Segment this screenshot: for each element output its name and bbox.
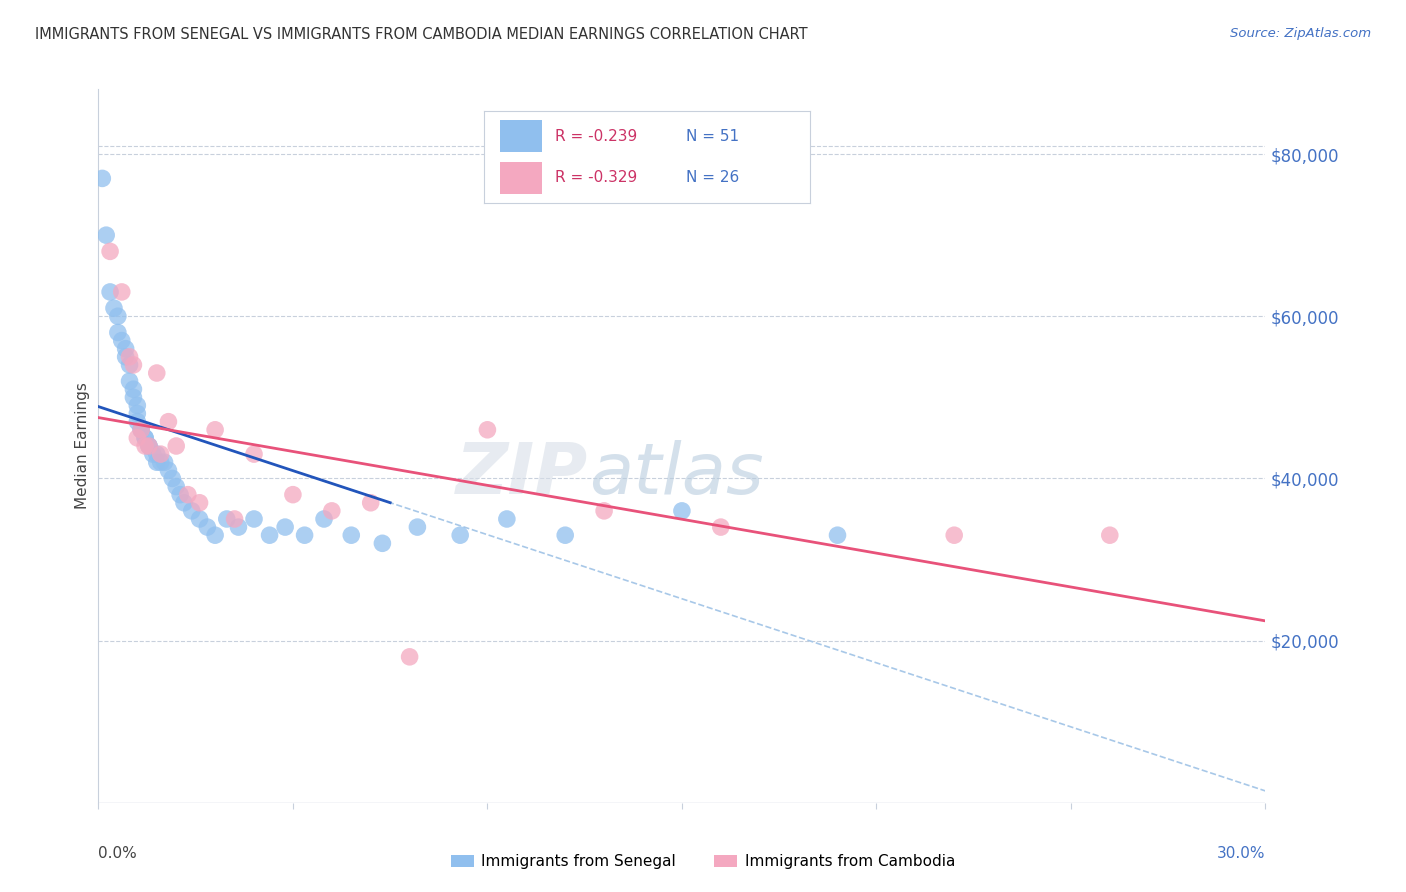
Point [243, 512, 266, 526]
Point [149, 447, 172, 461]
Point [398, 649, 420, 664]
Point [321, 504, 343, 518]
Point [114, 350, 136, 364]
Point [138, 439, 160, 453]
Point [107, 326, 129, 340]
Point [138, 439, 160, 453]
Point [98, 244, 121, 259]
Point [195, 520, 218, 534]
Bar [501, 120, 543, 153]
Point [122, 390, 145, 404]
Point [177, 488, 200, 502]
Point [127, 431, 149, 445]
Point [259, 528, 281, 542]
Point [118, 350, 141, 364]
Point [495, 512, 517, 526]
Point [129, 423, 152, 437]
Legend: Immigrants from Senegal, Immigrants from Cambodia: Immigrants from Senegal, Immigrants from… [444, 848, 962, 875]
Point [204, 528, 226, 542]
Point [593, 504, 616, 518]
Point [111, 285, 134, 299]
Point [114, 342, 136, 356]
Point [180, 504, 202, 518]
Point [1098, 528, 1121, 542]
Point [294, 528, 316, 542]
Point [165, 439, 187, 453]
Point [134, 439, 156, 453]
Point [215, 512, 238, 526]
Point [129, 423, 152, 437]
Text: R = -0.329: R = -0.329 [555, 170, 638, 186]
Point [188, 512, 211, 526]
Point [710, 520, 733, 534]
Point [169, 488, 191, 502]
Point [118, 374, 141, 388]
Point [340, 528, 363, 542]
Point [188, 496, 211, 510]
Point [671, 504, 693, 518]
Point [243, 447, 266, 461]
Y-axis label: Median Earnings: Median Earnings [75, 383, 90, 509]
Point [122, 382, 145, 396]
Point [96, 228, 118, 243]
Point [157, 463, 180, 477]
Point [127, 399, 149, 413]
Text: R = -0.239: R = -0.239 [555, 128, 638, 144]
Point [142, 447, 165, 461]
Point [134, 431, 156, 445]
Point [153, 455, 176, 469]
Point [162, 471, 184, 485]
Point [91, 171, 114, 186]
Point [274, 520, 297, 534]
Text: ZIP: ZIP [457, 440, 589, 509]
Point [146, 447, 169, 461]
Point [118, 358, 141, 372]
Point [224, 512, 246, 526]
Text: Source: ZipAtlas.com: Source: ZipAtlas.com [1230, 27, 1371, 40]
Point [98, 285, 121, 299]
Point [477, 423, 499, 437]
Point [122, 358, 145, 372]
Bar [501, 161, 543, 194]
Text: 0.0%: 0.0% [98, 846, 138, 861]
Point [149, 455, 172, 469]
Point [157, 415, 180, 429]
Text: atlas: atlas [589, 440, 763, 509]
Point [228, 520, 250, 534]
Point [827, 528, 849, 542]
Text: 30.0%: 30.0% [1218, 846, 1265, 861]
Point [943, 528, 966, 542]
Text: IMMIGRANTS FROM SENEGAL VS IMMIGRANTS FROM CAMBODIA MEDIAN EARNINGS CORRELATION : IMMIGRANTS FROM SENEGAL VS IMMIGRANTS FR… [35, 27, 808, 42]
Point [146, 455, 169, 469]
Point [281, 488, 304, 502]
Point [134, 431, 156, 445]
Point [371, 536, 394, 550]
Text: N = 51: N = 51 [686, 128, 740, 144]
Point [312, 512, 335, 526]
Point [127, 407, 149, 421]
Point [173, 496, 195, 510]
Point [127, 415, 149, 429]
Point [449, 528, 471, 542]
Point [129, 423, 152, 437]
Point [204, 423, 226, 437]
Point [406, 520, 429, 534]
Point [111, 334, 134, 348]
Point [138, 439, 160, 453]
Point [554, 528, 576, 542]
Point [165, 479, 187, 493]
Text: N = 26: N = 26 [686, 170, 740, 186]
Point [360, 496, 382, 510]
Point [146, 366, 169, 380]
Point [107, 310, 129, 324]
Point [103, 301, 125, 315]
